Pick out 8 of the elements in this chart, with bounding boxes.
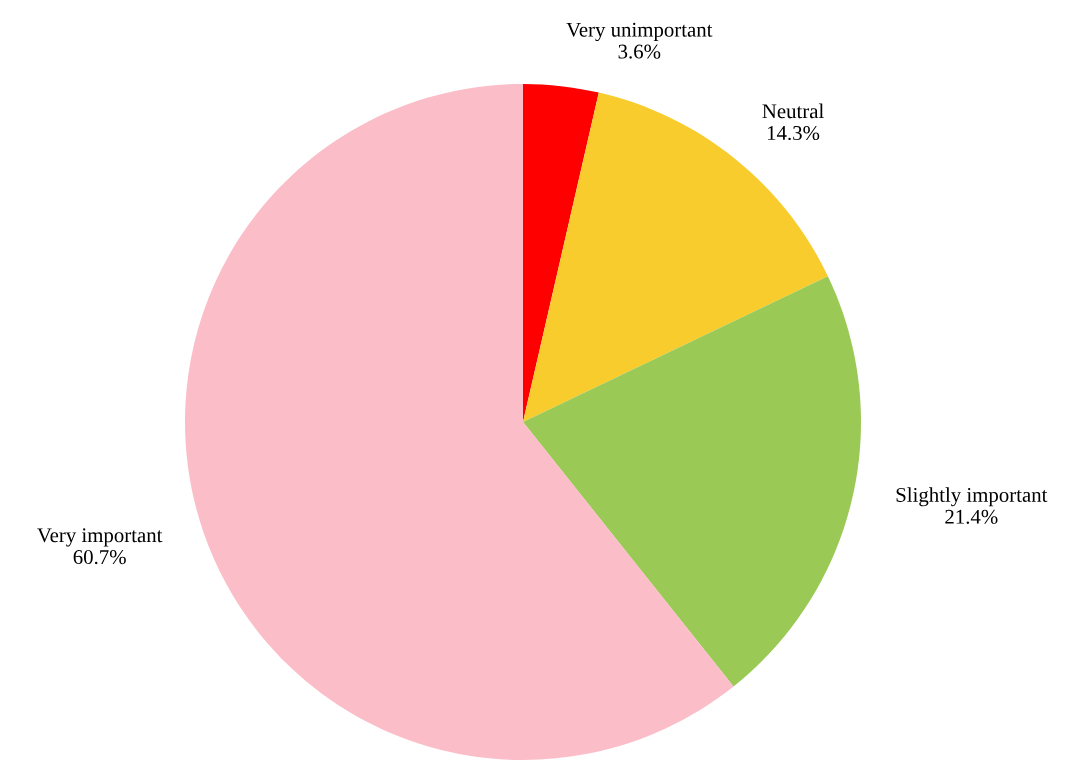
slice-label: Neutral xyxy=(762,103,824,119)
data-label: 21.4% xyxy=(945,509,998,524)
slice-label: Very important xyxy=(37,528,163,547)
slice-label: Very unimportant xyxy=(566,22,713,42)
data-label: 3.6% xyxy=(618,44,661,59)
slice-label: Slightly important xyxy=(896,487,1048,507)
data-label: 14.3% xyxy=(767,125,820,141)
data-label: 60.7% xyxy=(73,550,126,565)
